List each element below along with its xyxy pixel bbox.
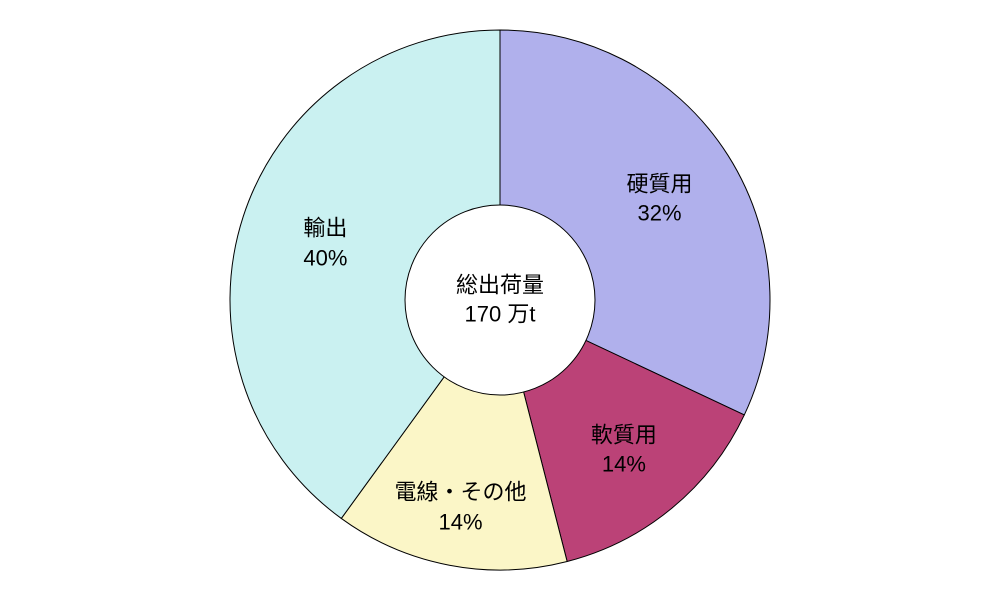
pie-slice-percent: 14%: [591, 450, 657, 480]
center-label-line1: 総出荷量: [456, 272, 544, 297]
pie-slice-label: 輸出40%: [303, 214, 347, 273]
pie-slice-label: 軟質用14%: [591, 420, 657, 479]
center-label: 総出荷量 170 万t: [456, 271, 544, 328]
pie-slice-name: 軟質用: [591, 420, 657, 450]
pie-slice-percent: 40%: [303, 243, 347, 273]
donut-chart: 総出荷量 170 万t 硬質用32%軟質用14%電線・その他14%輸出40%: [0, 0, 1000, 600]
center-label-line2: 170 万t: [465, 301, 536, 326]
pie-slice-label: 硬質用32%: [627, 169, 693, 228]
pie-slice-label: 電線・その他14%: [395, 477, 527, 536]
pie-slice-percent: 14%: [395, 507, 527, 537]
pie-slice-name: 硬質用: [627, 169, 693, 199]
pie-slice-name: 電線・その他: [395, 477, 527, 507]
pie-slice-name: 輸出: [303, 214, 347, 244]
pie-slice-percent: 32%: [627, 199, 693, 229]
